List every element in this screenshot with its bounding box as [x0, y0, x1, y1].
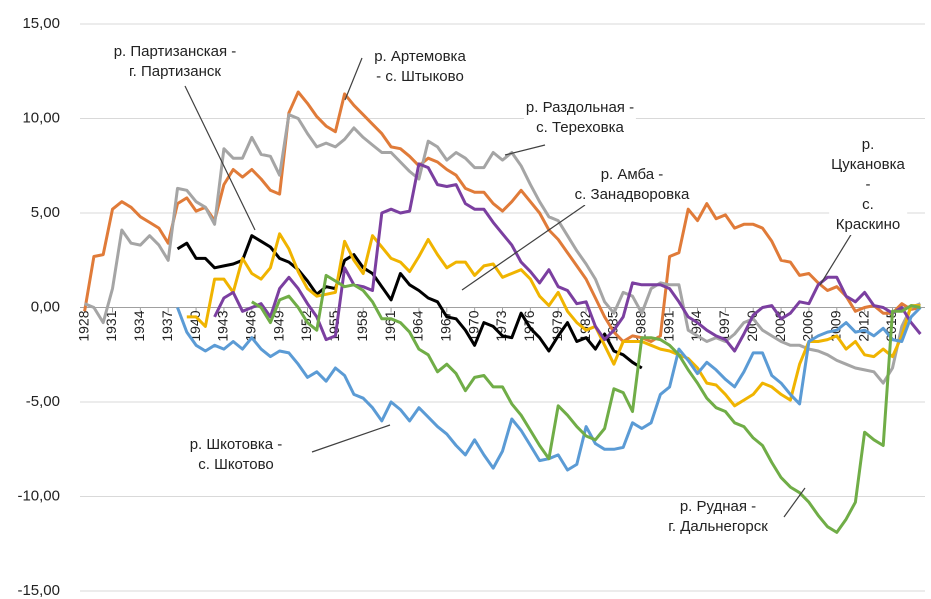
x-tick-label: 1946 [242, 310, 258, 341]
series-label: р. Артемовка - с. Штыково [372, 47, 468, 87]
y-tick-label: 10,00 [22, 109, 60, 126]
x-tick-label: 1931 [103, 310, 119, 341]
series-line [186, 232, 921, 408]
x-tick-label: 1928 [75, 310, 91, 341]
series-label: р. Раздольная - с. Тереховка [523, 98, 637, 138]
y-tick-label: 15,00 [22, 15, 60, 32]
series-line [251, 273, 921, 534]
y-tick-label: 5,00 [31, 204, 60, 221]
x-tick-label: 2009 [827, 310, 843, 341]
y-tick-label: -10,00 [17, 487, 60, 504]
x-tick-label: 1973 [493, 310, 509, 341]
x-tick-label: 2006 [800, 310, 816, 341]
series-label: р. Амба - с. Занадворовка [572, 165, 692, 205]
x-tick-label: 1982 [577, 310, 593, 341]
x-tick-label: 1958 [354, 310, 370, 341]
leader-line [783, 487, 806, 518]
leader-line [184, 85, 256, 231]
x-tick-label: 1964 [410, 310, 426, 341]
leader-line [504, 144, 546, 156]
x-tick-label: 1988 [632, 310, 648, 341]
x-tick-label: 1952 [298, 310, 314, 341]
x-tick-label: 1943 [215, 310, 231, 341]
series-line [84, 113, 921, 385]
y-tick-label: -15,00 [17, 582, 60, 599]
series-label: р. Шкотовка - с. Шкотово [187, 435, 285, 475]
x-tick-label: 1961 [382, 310, 398, 341]
y-tick-label: 0,00 [31, 298, 60, 315]
x-tick-label: 1949 [270, 310, 286, 341]
x-tick-label: 1934 [131, 310, 147, 341]
series-line [83, 90, 921, 343]
x-tick-label: 1997 [716, 310, 732, 341]
x-tick-label: 2000 [744, 310, 760, 341]
x-tick-label: 1937 [159, 310, 175, 341]
leader-line [344, 57, 363, 101]
series-label: р. Цукановка - с. Краскино [829, 135, 907, 235]
leader-line [461, 204, 586, 291]
series-line [213, 162, 922, 353]
series-label: р. Партизанская - г. Партизанск [111, 42, 239, 82]
series-label: р. Рудная - г. Дальнегорск [666, 497, 770, 537]
x-tick-label: 2012 [855, 310, 871, 341]
leader-line [311, 424, 391, 453]
series-line [176, 234, 643, 370]
x-tick-label: 1991 [660, 310, 676, 341]
y-tick-label: -5,00 [26, 393, 60, 410]
